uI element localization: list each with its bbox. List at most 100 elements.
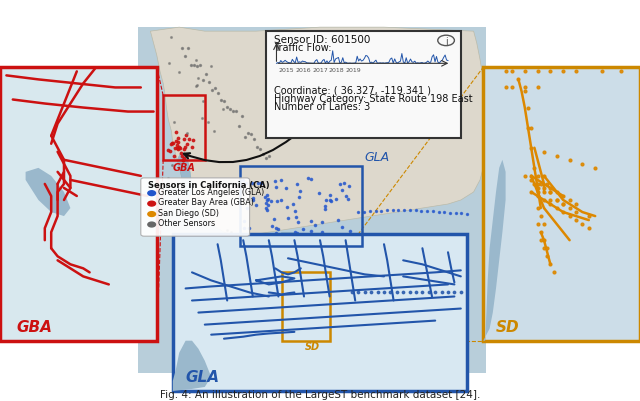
Point xyxy=(324,282,334,288)
Point xyxy=(295,188,305,194)
Polygon shape xyxy=(150,28,486,237)
Text: SD: SD xyxy=(496,319,520,334)
Point xyxy=(339,180,349,186)
Point xyxy=(558,209,568,216)
Point xyxy=(584,213,594,220)
Point xyxy=(264,154,274,160)
FancyBboxPatch shape xyxy=(141,178,250,237)
Point xyxy=(189,62,200,69)
Point xyxy=(241,180,251,187)
Point xyxy=(545,189,556,196)
Point xyxy=(240,134,250,140)
Point xyxy=(532,189,543,196)
Point xyxy=(542,181,552,188)
Point xyxy=(523,105,533,111)
Point xyxy=(379,289,389,295)
Point xyxy=(215,194,225,200)
Point xyxy=(394,207,404,214)
Point xyxy=(207,87,218,94)
Point xyxy=(242,205,252,211)
Point xyxy=(260,205,271,212)
Point xyxy=(451,210,461,217)
Text: GBA: GBA xyxy=(16,319,52,334)
Point xyxy=(182,130,192,137)
Point xyxy=(225,229,236,235)
Point xyxy=(334,239,344,245)
Point xyxy=(449,289,460,295)
Point xyxy=(306,234,316,240)
Point xyxy=(526,173,536,180)
Point xyxy=(204,80,214,86)
Point xyxy=(398,289,408,295)
Polygon shape xyxy=(26,168,70,217)
Point xyxy=(236,196,246,202)
Point xyxy=(552,153,562,160)
Polygon shape xyxy=(177,152,192,196)
Point xyxy=(552,197,562,204)
Point xyxy=(428,209,438,215)
Point xyxy=(225,106,235,113)
Point xyxy=(321,197,332,204)
Point xyxy=(526,189,536,196)
Point xyxy=(532,173,543,180)
Text: 2019: 2019 xyxy=(346,67,361,72)
Text: Greater Los Angeles (GLA): Greater Los Angeles (GLA) xyxy=(158,188,264,196)
Point xyxy=(564,157,575,164)
Point xyxy=(312,333,323,340)
Point xyxy=(327,305,337,311)
Point xyxy=(219,99,229,105)
Point xyxy=(201,71,211,78)
Point xyxy=(186,62,196,69)
Point xyxy=(239,218,249,225)
Point xyxy=(616,69,626,75)
Point xyxy=(571,201,581,208)
Point xyxy=(571,217,581,224)
Point xyxy=(316,229,326,236)
Point xyxy=(353,209,364,216)
Point xyxy=(392,289,402,295)
Point xyxy=(335,236,346,242)
Point xyxy=(317,219,327,226)
Point xyxy=(571,69,581,75)
Point xyxy=(178,157,188,164)
Point xyxy=(271,225,282,232)
Point xyxy=(292,231,302,237)
Point xyxy=(255,146,265,153)
Point xyxy=(288,201,298,208)
Point xyxy=(539,149,549,156)
Point xyxy=(256,180,266,186)
Point xyxy=(296,283,307,289)
Point xyxy=(260,200,271,207)
Point xyxy=(177,46,188,53)
Point xyxy=(433,209,444,215)
Point xyxy=(342,196,353,203)
Point xyxy=(269,216,279,223)
Point xyxy=(285,283,296,290)
Point xyxy=(260,194,270,200)
Circle shape xyxy=(148,212,156,217)
Text: SD: SD xyxy=(305,341,319,351)
Point xyxy=(262,192,272,198)
Text: Sensors in California (CA): Sensors in California (CA) xyxy=(148,181,269,190)
Point xyxy=(253,180,263,186)
Point xyxy=(314,334,324,340)
Point xyxy=(456,211,467,217)
Point xyxy=(305,277,316,283)
Point xyxy=(198,99,208,105)
Point xyxy=(314,190,324,197)
Point xyxy=(539,245,549,252)
Point xyxy=(422,208,432,215)
Point xyxy=(248,195,259,202)
Point xyxy=(260,156,271,162)
Point xyxy=(170,146,180,152)
Circle shape xyxy=(148,191,156,196)
Point xyxy=(417,289,428,295)
Point xyxy=(532,69,543,75)
Point xyxy=(326,278,336,285)
Point xyxy=(179,136,189,142)
Text: Greater Bay Area (GBA): Greater Bay Area (GBA) xyxy=(158,198,254,207)
Point xyxy=(584,225,594,232)
Point xyxy=(596,69,607,75)
Point xyxy=(548,269,559,276)
Point xyxy=(385,289,396,295)
